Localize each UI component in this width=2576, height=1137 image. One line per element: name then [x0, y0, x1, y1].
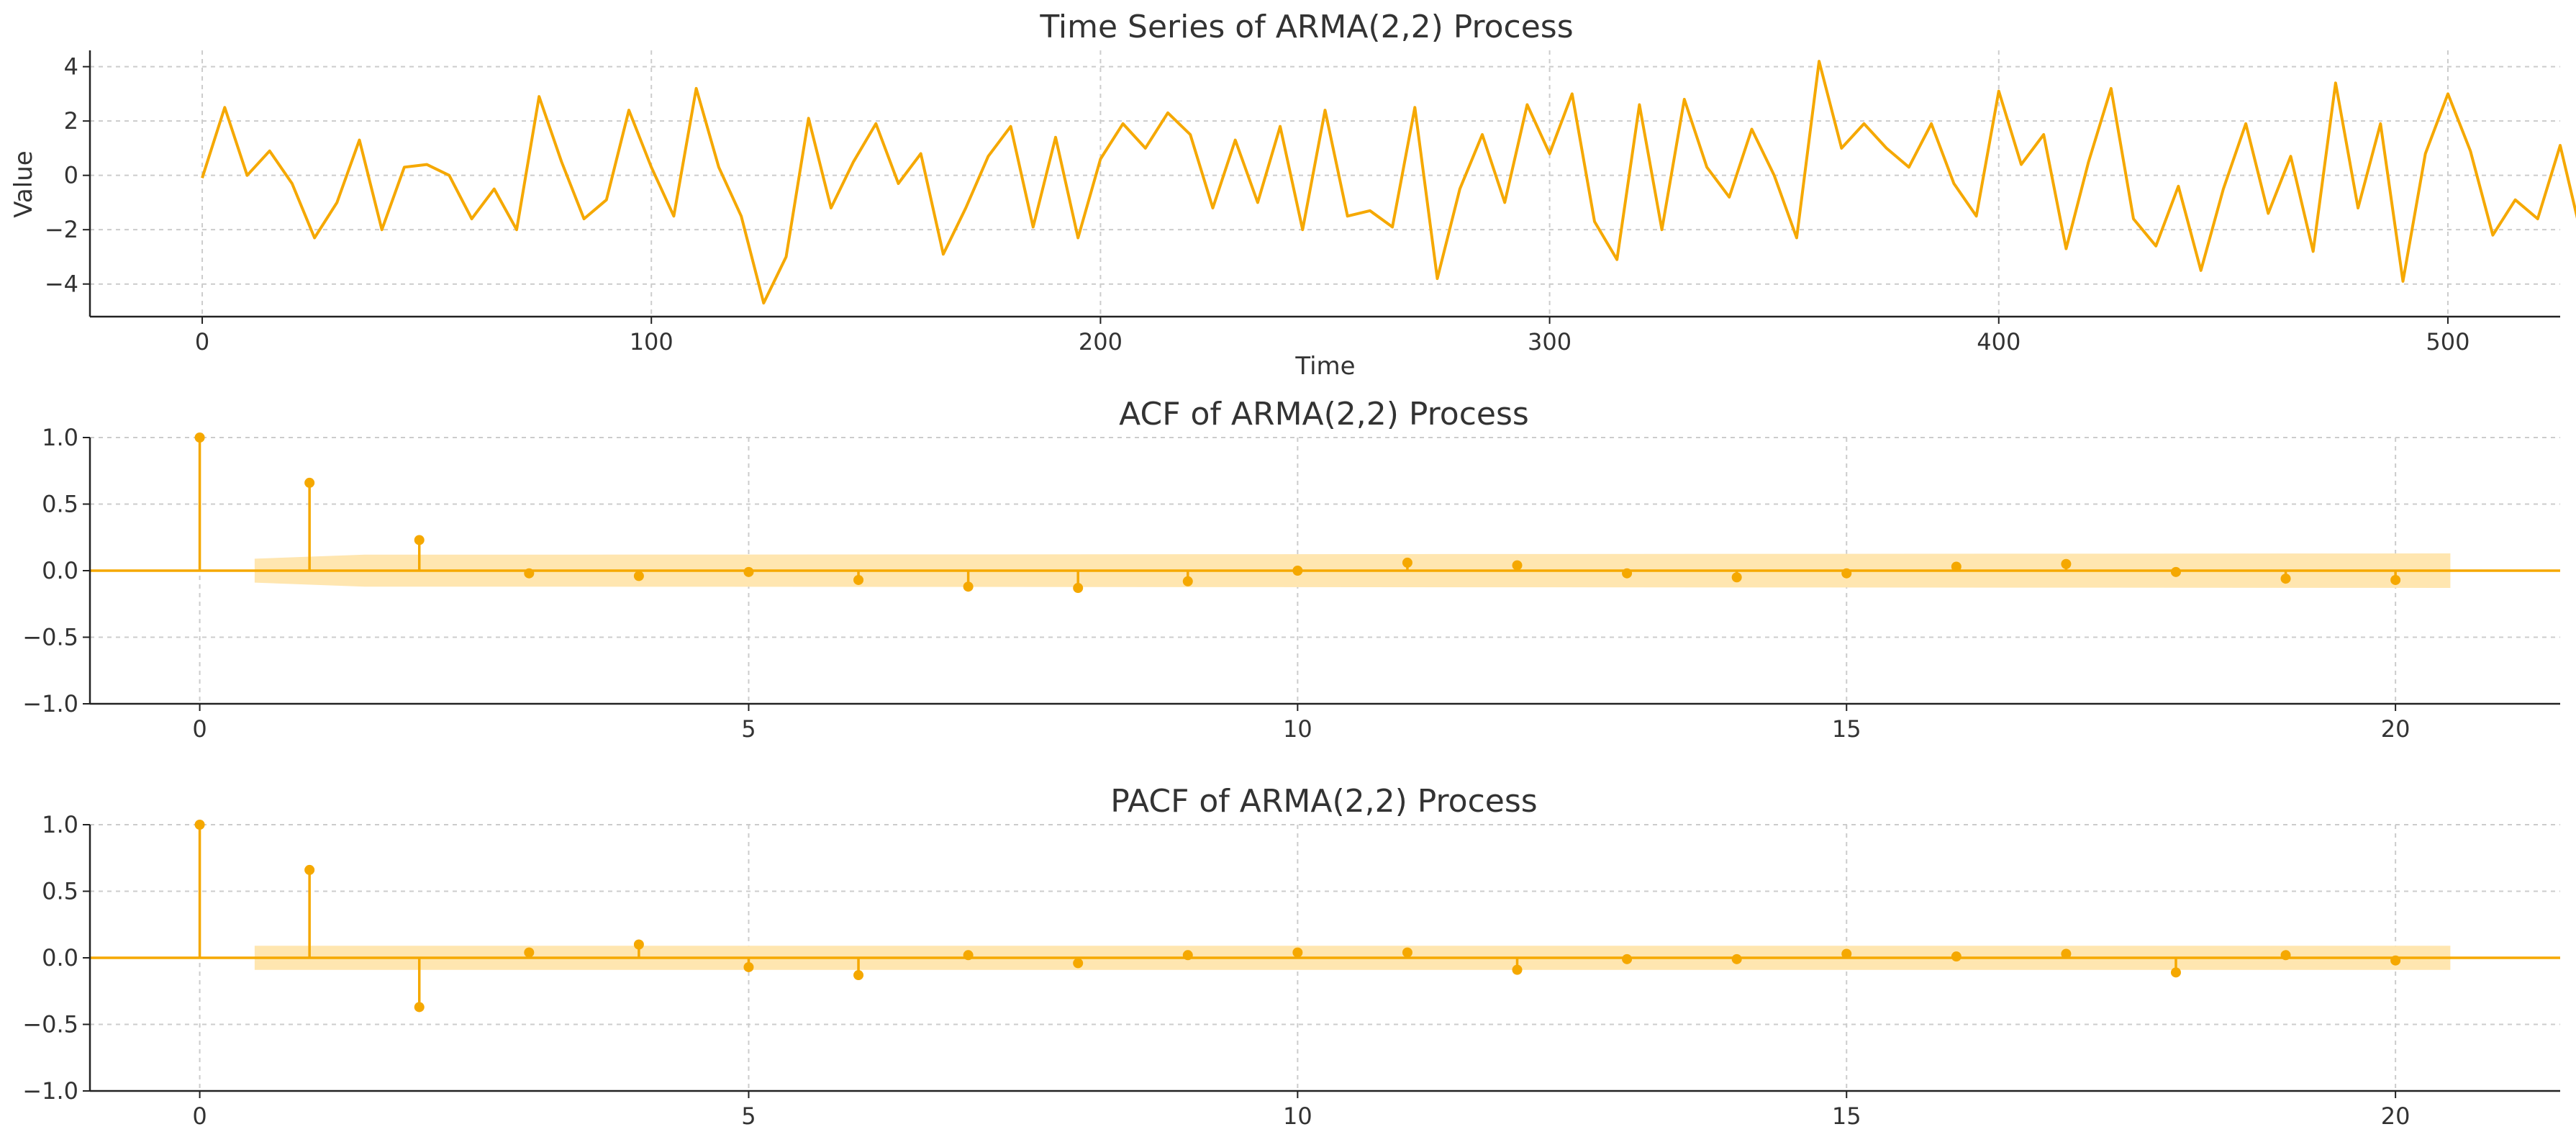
pacf-x-tick-label: 15	[1832, 1102, 1861, 1130]
stem-marker	[1292, 566, 1303, 576]
stem-marker	[524, 568, 535, 579]
stem-marker	[1731, 572, 1742, 583]
stem-marker	[414, 1002, 425, 1013]
stem-marker	[2170, 967, 2181, 978]
time-series-y-tick-label: −2	[45, 216, 78, 243]
acf-y-tick-label: 0.0	[42, 557, 78, 584]
time-series-x-tick-label: 200	[1079, 328, 1123, 355]
acf-x-tick-label: 10	[1283, 715, 1312, 743]
stem-marker	[194, 432, 205, 443]
time-series-x-tick-label: 300	[1528, 328, 1572, 355]
pacf-panel: PACF of ARMA(2,2) Process 0 5 10 15 20 −1.0−…	[22, 783, 2560, 1130]
acf-x-tick-label: 0	[192, 715, 207, 743]
stem-marker	[963, 581, 974, 592]
pacf-y-tick-label: 0.0	[42, 944, 78, 971]
time-series-y-tick-label: 2	[64, 107, 78, 135]
acf-stems	[90, 432, 2560, 594]
stem-marker	[633, 939, 644, 950]
acf-x-ticks: 0 5 10 15 20	[192, 704, 2410, 743]
acf-title: ACF of ARMA(2,2) Process	[1119, 396, 1529, 432]
pacf-x-tick-label: 0	[192, 1102, 207, 1130]
time-series-x-tick-label: 100	[630, 328, 674, 355]
stem-marker	[2280, 574, 2291, 584]
pacf-y-ticks: −1.0 −0.5 0.0 0.5 1.0	[22, 811, 90, 1105]
stem-marker	[1622, 953, 1633, 964]
acf-panel: ACF of ARMA(2,2) Process 0 5 10 15 20 −1.0 −0…	[22, 396, 2560, 743]
stem-marker	[2280, 950, 2291, 961]
pacf-stems	[90, 820, 2560, 1013]
time-series-x-tick-label: 500	[2426, 328, 2470, 355]
acf-y-tick-label: −1.0	[22, 690, 78, 717]
pacf-x-tick-label: 10	[1283, 1102, 1312, 1130]
acf-x-tick-label: 20	[2381, 715, 2411, 743]
time-series-x-ticks: 0 100 200 300 400 500	[195, 317, 2470, 355]
stem-marker	[1731, 953, 1742, 964]
time-series-title: Time Series of ARMA(2,2) Process	[1039, 9, 1573, 45]
stem-marker	[1402, 947, 1412, 958]
stem-marker	[743, 566, 754, 577]
stem-marker	[524, 947, 535, 958]
stem-marker	[1841, 948, 1852, 959]
pacf-y-tick-label: 0.5	[42, 878, 78, 905]
stem-marker	[2390, 955, 2401, 966]
stem-marker	[1622, 568, 1633, 579]
stem-marker	[853, 970, 864, 981]
acf-y-tick-label: −0.5	[22, 624, 78, 651]
stem-marker	[414, 535, 425, 545]
stem-marker	[2390, 574, 2401, 585]
pacf-x-ticks: 0 5 10 15 20	[192, 1091, 2410, 1130]
time-series-x-tick-label: 0	[195, 328, 209, 355]
pacf-title: PACF of ARMA(2,2) Process	[1110, 783, 1537, 820]
time-series-axes	[89, 50, 2560, 318]
acf-y-tick-label: 1.0	[42, 424, 78, 451]
stem-marker	[1512, 964, 1523, 975]
stem-marker	[1182, 950, 1193, 961]
time-series-y-tick-label: 0	[64, 162, 78, 189]
stem-marker	[194, 820, 205, 830]
acf-y-ticks: −1.0 −0.5 0.0 0.5 1.0	[22, 424, 90, 717]
stem-marker	[963, 950, 974, 961]
time-series-y-tick-label: 4	[64, 53, 78, 81]
time-series-series	[201, 60, 2576, 305]
stem-marker	[2061, 558, 2072, 569]
stem-marker	[1512, 560, 1523, 571]
pacf-x-tick-label: 20	[2381, 1102, 2411, 1130]
stem-marker	[1073, 958, 1084, 969]
time-series-y-ticks: −4 −2 0 2 4	[45, 53, 90, 298]
stem-marker	[633, 571, 644, 581]
time-series-panel: Time Series of ARMA(2,2) Process 0 100 200…	[9, 9, 2576, 381]
pacf-y-tick-label: −1.0	[22, 1077, 78, 1105]
time-series-x-label: Time	[1294, 352, 1355, 381]
stem-marker	[1841, 568, 1852, 579]
stem-marker	[2170, 566, 2181, 577]
stem-marker	[1402, 557, 1412, 568]
stem-marker	[1292, 947, 1303, 958]
acf-x-tick-label: 15	[1832, 715, 1861, 743]
stem-marker	[853, 574, 864, 585]
acf-y-tick-label: 0.5	[42, 491, 78, 518]
stem-marker	[1951, 951, 1962, 962]
time-series-x-tick-label: 400	[1977, 328, 2021, 355]
time-series-grid	[90, 50, 2560, 317]
stem-marker	[1951, 561, 1962, 572]
series-line	[201, 60, 2576, 305]
pacf-x-tick-label: 5	[741, 1102, 756, 1130]
stem-marker	[1073, 583, 1084, 594]
time-series-y-tick-label: −4	[45, 271, 78, 298]
acf-x-tick-label: 5	[741, 715, 756, 743]
time-series-y-label: Value	[9, 150, 38, 217]
stem-marker	[304, 477, 315, 488]
pacf-y-tick-label: 1.0	[42, 811, 78, 838]
pacf-y-tick-label: −0.5	[22, 1011, 78, 1038]
stem-marker	[304, 864, 315, 875]
stem-marker	[1182, 576, 1193, 586]
stem-marker	[743, 961, 754, 972]
stem-marker	[2061, 948, 2072, 959]
